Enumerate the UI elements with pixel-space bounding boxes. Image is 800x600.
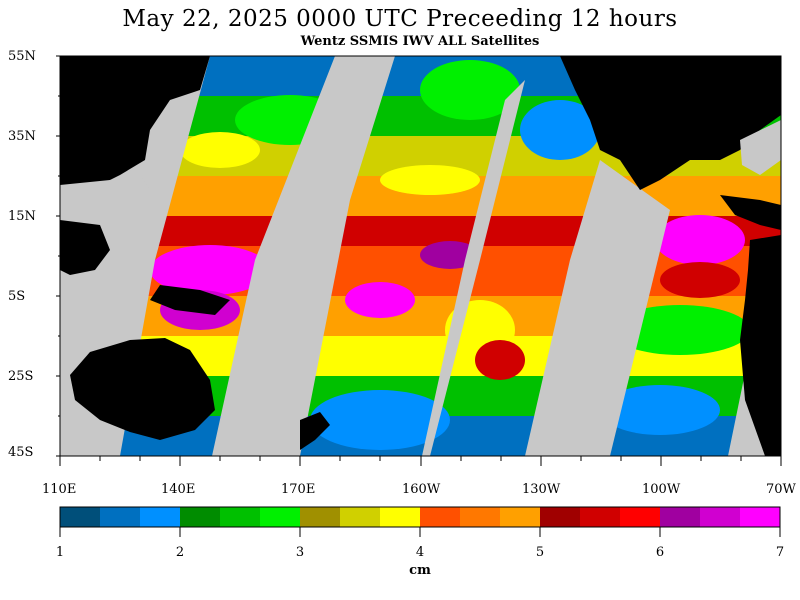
lat-label-15n: 15N [8,209,36,224]
colorbar-tick-4: 4 [415,545,425,560]
map-subtitle: Wentz SSMIS IWV ALL Satellites [300,34,540,49]
colorbar-swatch [620,507,661,527]
colorbar-swatch [340,507,381,527]
colorbar-swatch [180,507,221,527]
lat-label-25s: 25S [8,369,34,384]
colorbar-swatch [420,507,461,527]
lon-label-70w: 70W [766,482,796,497]
colorbar-swatch [380,507,421,527]
colorbar-swatch [260,507,301,527]
lat-label-55n: 55N [8,49,36,64]
colorbar-tick-7: 7 [775,545,785,560]
lat-label-45s: 45S [8,445,34,460]
colorbar-swatch [60,507,101,527]
colorbar-swatch [140,507,181,527]
map-area [60,56,781,456]
colorbar [60,507,781,527]
lat-label-5s: 5S [8,289,26,304]
colorbar-swatch [580,507,621,527]
colorbar-swatch [300,507,341,527]
colorbar-ticks [59,527,781,537]
colorbar-swatch [500,507,541,527]
lon-ticks [59,456,782,466]
colorbar-tick-1: 1 [55,545,65,560]
map-title: May 22, 2025 0000 UTC Preceeding 12 hour… [122,6,678,32]
colorbar-tick-5: 5 [535,545,545,560]
lon-label-160w: 160W [402,482,441,497]
lon-label-140e: 140E [161,482,196,497]
colorbar-swatch [660,507,701,527]
colorbar-swatch [540,507,581,527]
lon-label-100w: 100W [642,482,681,497]
colorbar-swatch [740,507,781,527]
colorbar-swatch [220,507,261,527]
lat-ticks [56,55,60,457]
colorbar-tick-6: 6 [655,545,665,560]
lon-label-130w: 130W [522,482,561,497]
lon-label-170e: 170E [281,482,316,497]
lon-label-110e: 110E [42,482,77,497]
colorbar-unit: cm [409,563,431,578]
colorbar-swatch [700,507,741,527]
lat-label-35n: 35N [8,129,36,144]
colorbar-swatch [100,507,141,527]
colorbar-swatch [460,507,501,527]
colorbar-tick-2: 2 [175,545,185,560]
colorbar-tick-3: 3 [295,545,305,560]
